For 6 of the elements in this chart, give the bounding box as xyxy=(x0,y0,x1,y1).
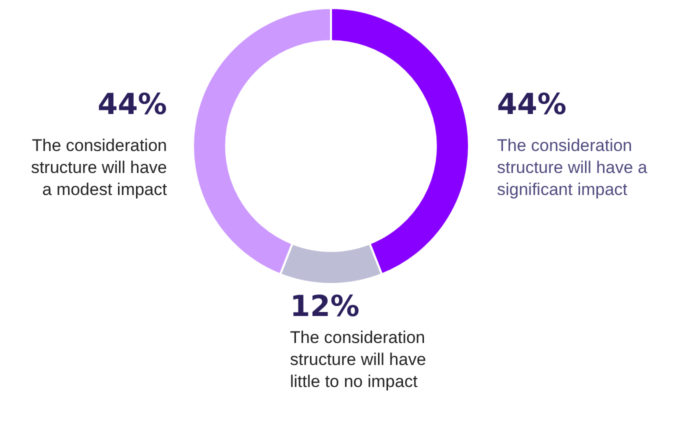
slice-label: The consideration structure will have little to no impact xyxy=(290,328,426,391)
data-label: 12% xyxy=(290,289,360,323)
data-label: 44% xyxy=(98,87,167,121)
slice-label: The consideration structure will have a significant impact xyxy=(497,136,648,199)
slice-label: The consideration structure will have a modest impact xyxy=(30,136,168,199)
data-label: 44% xyxy=(497,87,566,121)
